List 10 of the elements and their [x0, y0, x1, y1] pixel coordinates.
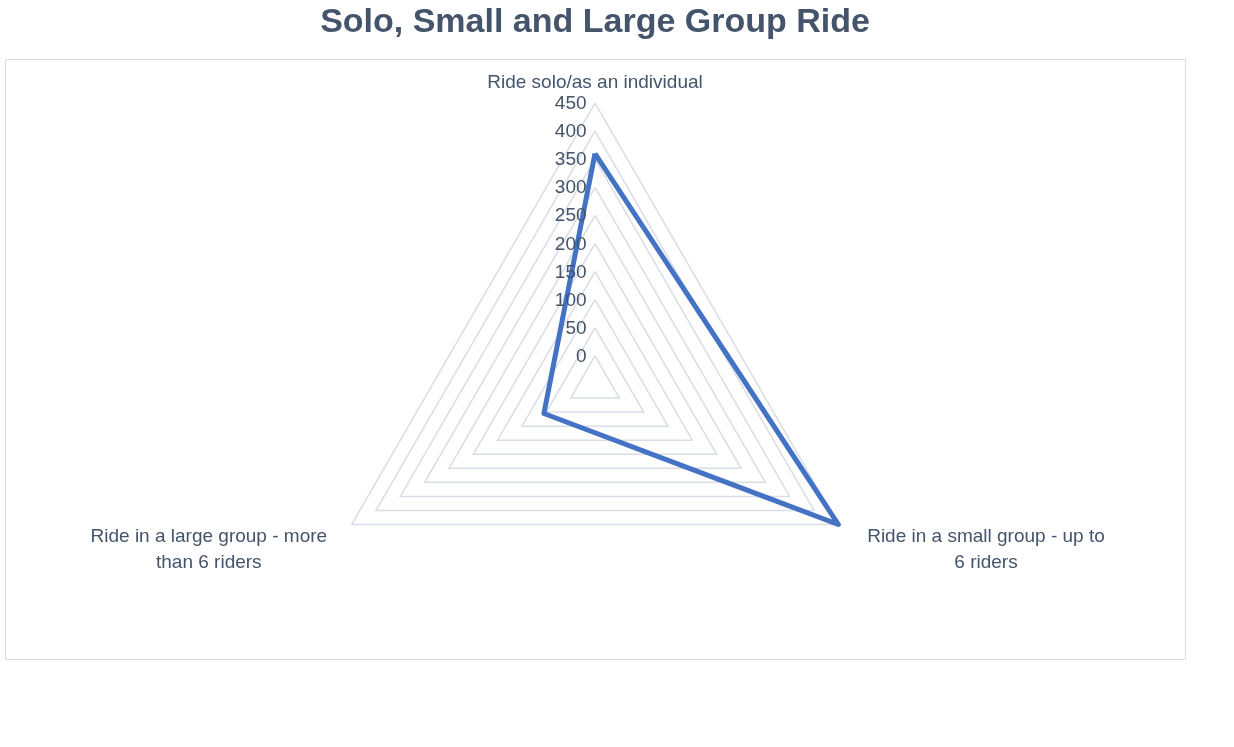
y-tick-label: 450: [554, 92, 587, 113]
y-tick-label: 50: [565, 316, 587, 338]
spoke-label: Ride in a small group - up to 6 riders: [867, 524, 1105, 572]
chart-title: Solo, Small and Large Group Ride: [320, 1, 870, 39]
spoke-label: Ride solo/as an individual: [487, 70, 703, 92]
spoke-label: Ride in a large group - more than 6 riders: [90, 524, 328, 572]
y-tick-label: 300: [554, 176, 587, 198]
y-tick-label: 0: [575, 344, 587, 366]
y-tick-label: 350: [554, 148, 587, 170]
y-tick-label: 400: [554, 120, 587, 142]
